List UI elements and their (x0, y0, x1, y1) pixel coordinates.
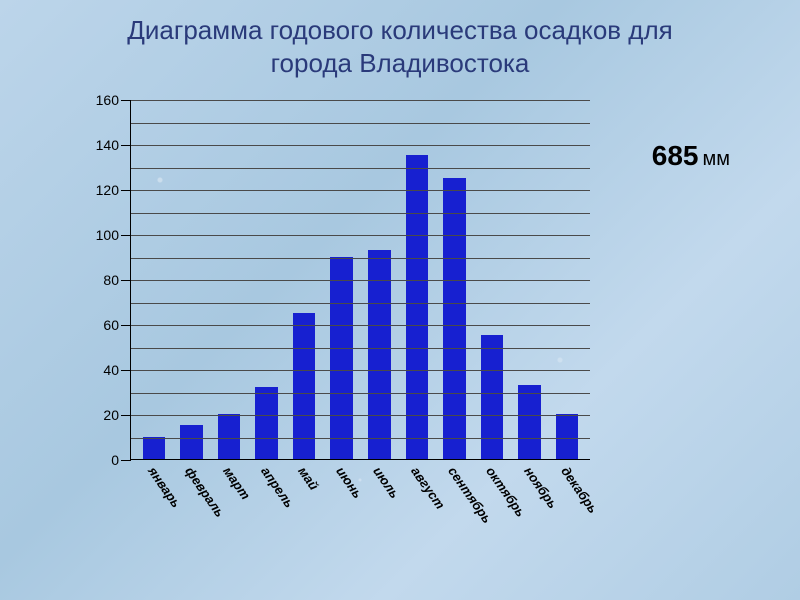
grid-line (131, 370, 590, 371)
y-tick (121, 415, 131, 416)
y-axis-label: 0 (111, 452, 119, 468)
y-axis-label: 40 (103, 362, 119, 378)
y-tick (121, 235, 131, 236)
y-tick (121, 100, 131, 101)
y-tick (121, 190, 131, 191)
bar (368, 250, 391, 459)
grid-line (131, 393, 590, 394)
chart-title: Диаграмма годового количества осадков дл… (0, 14, 800, 79)
bar (518, 385, 541, 459)
grid-line (131, 123, 590, 124)
chart-title-line2: города Владивостока (271, 48, 530, 78)
grid-line (131, 303, 590, 304)
grid-line (131, 325, 590, 326)
grid-line (131, 100, 590, 101)
plot-area: январьфевральмартапрельмайиюньиюльавгуст… (130, 100, 590, 460)
chart-title-line1: Диаграмма годового количества осадков дл… (127, 15, 672, 45)
bar (218, 414, 241, 459)
total-value: 685 (652, 140, 699, 171)
bar (481, 335, 504, 459)
y-tick (121, 325, 131, 326)
precipitation-chart: январьфевральмартапрельмайиюньиюльавгуст… (90, 100, 590, 520)
x-axis-label: ноябрь (521, 464, 560, 511)
y-tick (121, 460, 131, 461)
y-axis-label: 160 (96, 92, 119, 108)
y-tick (121, 370, 131, 371)
grid-line (131, 235, 590, 236)
total-unit: мм (703, 148, 731, 170)
grid-line (131, 213, 590, 214)
grid-line (131, 145, 590, 146)
x-axis-label: май (295, 464, 322, 493)
y-axis-label: 60 (103, 317, 119, 333)
y-axis-label: 100 (96, 227, 119, 243)
grid-line (131, 438, 590, 439)
grid-line (131, 168, 590, 169)
bar (255, 387, 278, 459)
x-axis-label: март (220, 464, 253, 502)
y-axis-label: 140 (96, 137, 119, 153)
bar (330, 257, 353, 460)
total-precipitation: 685мм (652, 140, 730, 172)
x-axis-label: июль (370, 464, 402, 501)
y-tick (121, 280, 131, 281)
bar (443, 178, 466, 459)
bar (180, 425, 203, 459)
y-axis-label: 20 (103, 407, 119, 423)
x-axis-label: декабрь (558, 464, 601, 516)
bar (143, 437, 166, 460)
x-axis-label: август (408, 464, 448, 512)
x-axis-label: июнь (333, 464, 365, 501)
y-axis-label: 80 (103, 272, 119, 288)
grid-line (131, 190, 590, 191)
grid-line (131, 348, 590, 349)
grid-line (131, 280, 590, 281)
grid-line (131, 258, 590, 259)
x-axis-label: январь (145, 464, 184, 510)
bar (406, 155, 429, 459)
x-axis-label: апрель (258, 464, 297, 511)
bar (556, 414, 579, 459)
y-tick (121, 145, 131, 146)
y-axis-label: 120 (96, 182, 119, 198)
grid-line (131, 415, 590, 416)
